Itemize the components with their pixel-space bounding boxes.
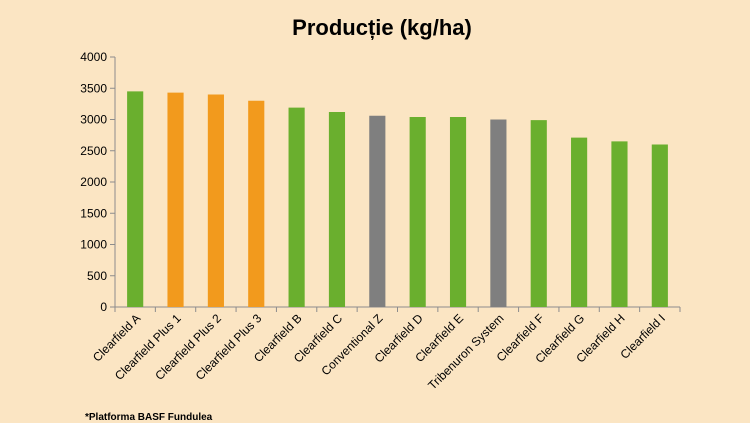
y-tick-label: 500 bbox=[87, 269, 107, 283]
bar bbox=[167, 92, 184, 307]
bar bbox=[490, 119, 507, 307]
bar bbox=[248, 100, 265, 307]
y-tick-label: 1500 bbox=[80, 206, 107, 220]
bar bbox=[127, 91, 144, 307]
bar bbox=[611, 141, 628, 307]
y-tick-label: 2500 bbox=[80, 144, 107, 158]
y-tick-label: 2000 bbox=[80, 175, 107, 189]
bar bbox=[288, 107, 305, 307]
y-tick-label: 0 bbox=[100, 300, 107, 314]
bar bbox=[449, 117, 467, 307]
footnote: *Platforma BASF Fundulea bbox=[85, 412, 213, 423]
bar bbox=[651, 144, 668, 307]
bar bbox=[207, 94, 224, 307]
bar bbox=[530, 120, 547, 307]
bar bbox=[571, 137, 588, 307]
chart-title: Producție (kg/ha) bbox=[292, 15, 472, 40]
x-tick-label: Tribenuron System bbox=[425, 311, 506, 392]
y-tick-label: 1000 bbox=[80, 238, 107, 252]
bar bbox=[328, 112, 346, 307]
bar bbox=[369, 115, 386, 307]
bar bbox=[409, 117, 426, 307]
y-tick-label: 3000 bbox=[80, 113, 107, 127]
y-tick-label: 4000 bbox=[80, 50, 107, 64]
bars bbox=[127, 91, 668, 307]
y-axis: 0 500 1000 1500 2000 2500 3000 3500 4000 bbox=[80, 50, 116, 314]
y-tick-label: 3500 bbox=[80, 81, 107, 95]
